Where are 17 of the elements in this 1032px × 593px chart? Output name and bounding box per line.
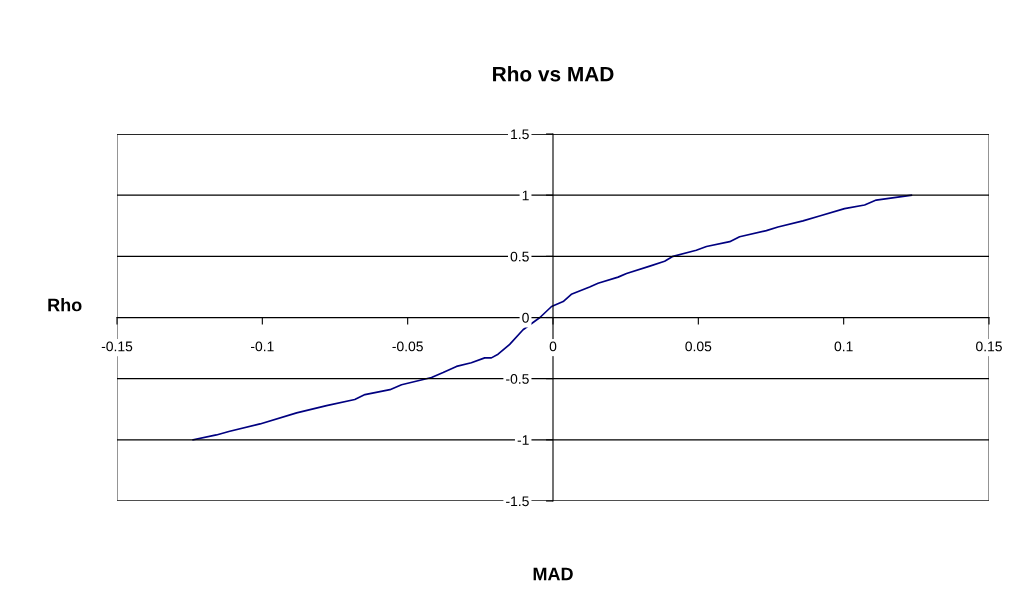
y-tick-label: 0.5	[510, 251, 529, 262]
y-tick-label: -1.5	[506, 496, 529, 507]
x-tick-label: 0	[549, 341, 557, 352]
chart-title: Rho vs MAD	[493, 66, 614, 82]
y-tick-label: 0	[522, 312, 529, 323]
y-tick-label: 1.5	[511, 129, 529, 140]
y-tick-label: -1	[517, 435, 529, 445]
y-axis-title: Rho	[48, 298, 82, 312]
x-tick-label: 0.05	[685, 341, 712, 352]
y-tick-label: -0.5	[506, 374, 529, 384]
x-tick-label: -0.15	[101, 341, 133, 352]
x-tick-label: 0.1	[834, 341, 853, 352]
y-tick-label: 1	[522, 190, 529, 201]
x-tick-label: 0.15	[976, 341, 1002, 352]
x-tick-label: -0.05	[392, 341, 423, 352]
x-axis-title: MAD	[533, 567, 573, 581]
x-tick-label: -0.1	[250, 341, 274, 352]
